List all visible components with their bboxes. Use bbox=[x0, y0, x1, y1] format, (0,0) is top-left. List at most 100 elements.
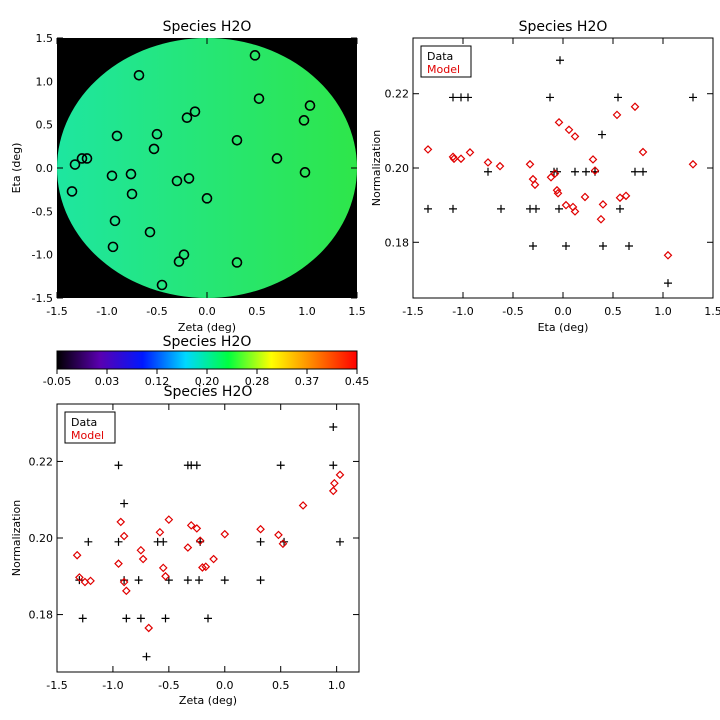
colorbar-panel: Species H2O -0.05 0.03 0.12 0.20 0.28 0.37 0.4… bbox=[43, 334, 369, 388]
data-point bbox=[562, 242, 570, 250]
model-point bbox=[564, 125, 574, 135]
model-point bbox=[161, 571, 170, 581]
zeta-xtick-label: 0.0 bbox=[216, 679, 234, 692]
eta-xtick-label: 0.0 bbox=[554, 305, 572, 318]
data-point bbox=[556, 56, 564, 65]
eta-ytick-label: 0.20 bbox=[385, 162, 410, 175]
star-marker bbox=[66, 186, 78, 197]
data-point bbox=[142, 652, 151, 661]
map-xtick-label: 1.5 bbox=[348, 305, 366, 318]
model-point bbox=[663, 250, 673, 260]
data-point bbox=[78, 614, 87, 623]
model-point bbox=[75, 573, 84, 582]
map-title: Species H2O bbox=[163, 19, 252, 35]
data-point bbox=[616, 204, 624, 213]
data-point bbox=[689, 93, 697, 102]
data-point bbox=[631, 167, 639, 176]
zeta-plot-frame bbox=[56, 403, 360, 673]
colorbar-tick-label: 0.20 bbox=[195, 375, 220, 388]
model-point bbox=[136, 545, 146, 555]
data-point bbox=[220, 576, 229, 585]
zeta-xtick-label: -0.5 bbox=[158, 679, 179, 692]
data-point bbox=[639, 167, 647, 176]
colorbar-tick-label: 0.03 bbox=[95, 375, 120, 388]
data-point bbox=[497, 204, 505, 213]
eta-xtick-label: 1.0 bbox=[654, 305, 672, 318]
star-marker bbox=[171, 175, 183, 187]
model-point bbox=[570, 207, 580, 216]
eta-xtick-label: -1.5 bbox=[402, 305, 423, 318]
model-point bbox=[164, 515, 174, 524]
colorbar-tick-label: 0.12 bbox=[145, 375, 170, 388]
data-point bbox=[449, 93, 457, 102]
eta-ytick-label: 0.18 bbox=[385, 236, 410, 249]
eta-legend: Data Model bbox=[420, 45, 472, 78]
zeta-legend-box bbox=[64, 411, 116, 444]
data-point bbox=[457, 93, 465, 102]
map-ytick-label: 0.0 bbox=[36, 162, 54, 175]
eta-legend-data: Data bbox=[427, 50, 453, 63]
map-disc bbox=[57, 38, 357, 298]
data-point bbox=[120, 576, 129, 585]
model-point bbox=[621, 191, 631, 201]
model-point bbox=[72, 550, 82, 560]
zeta-legend-data: Data bbox=[71, 416, 97, 429]
model-point bbox=[588, 155, 598, 164]
star-marker bbox=[249, 50, 261, 61]
model-point bbox=[278, 539, 288, 549]
data-point bbox=[598, 130, 606, 139]
model-point bbox=[328, 486, 338, 496]
model-point bbox=[448, 152, 458, 162]
colorbar-gradient bbox=[56, 350, 358, 370]
map-xtick-label: -1.0 bbox=[96, 305, 117, 318]
model-point bbox=[590, 166, 600, 175]
model-point bbox=[688, 159, 698, 169]
model-point bbox=[615, 193, 625, 203]
zeta-xlabel: Zeta (deg) bbox=[179, 694, 237, 707]
map-xtick-label: 1.0 bbox=[298, 305, 316, 318]
zeta-xtick-label: 1.0 bbox=[328, 679, 346, 692]
model-point bbox=[612, 110, 622, 120]
zeta-ytick-label: 0.20 bbox=[29, 532, 54, 545]
model-point bbox=[465, 148, 475, 157]
data-point bbox=[164, 576, 173, 585]
data-point bbox=[625, 242, 633, 250]
data-point bbox=[256, 576, 265, 585]
data-point bbox=[614, 93, 622, 102]
data-point bbox=[136, 614, 145, 623]
zeta-xtick-label: -1.0 bbox=[102, 679, 123, 692]
star-marker bbox=[178, 249, 190, 260]
star-marker bbox=[148, 143, 160, 155]
data-point bbox=[114, 461, 123, 470]
map-xtick-label: 0.5 bbox=[248, 305, 266, 318]
map-xlabel: Zeta (deg) bbox=[178, 321, 236, 334]
model-point bbox=[198, 563, 207, 572]
data-point bbox=[335, 537, 344, 546]
zeta-legend: Data Model bbox=[64, 411, 116, 444]
star-marker bbox=[183, 173, 195, 184]
data-point bbox=[114, 537, 123, 546]
eta-xlabel: Eta (deg) bbox=[538, 321, 589, 334]
data-point bbox=[484, 167, 492, 176]
model-point bbox=[116, 517, 126, 527]
data-point bbox=[183, 576, 192, 585]
model-point bbox=[114, 559, 123, 568]
star-marker bbox=[151, 128, 163, 140]
eta-ytick-label: 0.22 bbox=[385, 88, 410, 101]
data-point bbox=[204, 614, 212, 623]
star-marker bbox=[271, 153, 283, 164]
model-point bbox=[598, 200, 608, 209]
data-point bbox=[571, 167, 579, 176]
model-point bbox=[552, 185, 562, 195]
star-marker bbox=[107, 241, 119, 253]
model-point bbox=[192, 524, 202, 533]
model-point bbox=[119, 577, 129, 587]
data-point bbox=[161, 614, 170, 623]
colorbar-title: Species H2O bbox=[163, 334, 252, 350]
model-point bbox=[335, 470, 345, 480]
model-point bbox=[483, 158, 493, 167]
map-ytick-label: 1.0 bbox=[36, 75, 54, 88]
model-point bbox=[298, 501, 308, 510]
model-point bbox=[195, 536, 205, 546]
model-point bbox=[144, 623, 154, 633]
